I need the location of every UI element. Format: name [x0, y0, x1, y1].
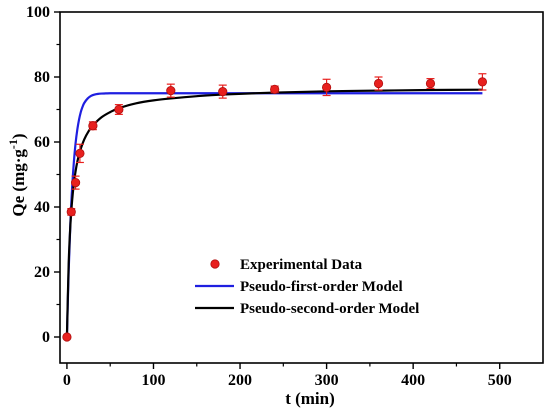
series-1-curve: [65, 92, 483, 338]
x-axis-title: t (min): [285, 389, 335, 408]
legend: Experimental Data Pseudo-first-order Mod…: [195, 257, 419, 317]
series-2-curve: [65, 88, 483, 338]
legend-entry-first-order: Pseudo-first-order Model: [195, 279, 403, 295]
legend-entry-experimental: Experimental Data: [210, 257, 363, 273]
data-point-1: [66, 207, 76, 217]
x-tick-label-0: 0: [63, 372, 71, 389]
x-tick-label-300: 300: [315, 372, 339, 389]
data-point-11: [425, 78, 436, 89]
legend-entry-second-order: Pseudo-second-order Model: [195, 301, 419, 317]
plot-area: [62, 73, 488, 342]
y-tick-label-0: 0: [42, 329, 50, 346]
y-axis-title: Qe (mg·g-1): [6, 133, 28, 216]
data-point-12: [477, 77, 488, 87]
y-axis-title-main: Qe (mg·g: [9, 149, 28, 217]
y-axis-title-close: ): [9, 133, 28, 139]
data-point-10: [373, 78, 384, 89]
y-tick-label-80: 80: [34, 69, 50, 86]
legend-marker-experimental: [210, 259, 220, 269]
legend-label-first-order: Pseudo-first-order Model: [240, 279, 403, 295]
y-tick-label-60: 60: [34, 134, 50, 151]
data-point-5: [114, 104, 124, 115]
data-point-3: [75, 148, 85, 158]
data-point-7: [218, 87, 228, 97]
x-tick-label-400: 400: [401, 372, 425, 389]
legend-label-experimental: Experimental Data: [240, 257, 363, 273]
plot-frame: [59, 11, 544, 364]
legend-label-second-order: Pseudo-second-order Model: [240, 301, 419, 317]
data-point-0: [62, 332, 72, 342]
data-point-2: [70, 178, 81, 188]
y-axis-title-superscript: -1: [6, 139, 20, 149]
y-tick-label-100: 100: [26, 4, 50, 21]
x-tick-label-500: 500: [488, 372, 512, 389]
data-point-6: [166, 86, 176, 96]
axes: 0 100 200 300 400 500 0 20 40 60 80 100: [26, 4, 544, 389]
x-tick-label-100: 100: [141, 372, 165, 389]
data-point-4: [88, 121, 98, 131]
data-point-9: [322, 82, 332, 93]
y-tick-label-20: 20: [34, 264, 50, 281]
y-tick-label-40: 40: [34, 199, 50, 216]
x-tick-label-200: 200: [228, 372, 252, 389]
data-point-8: [270, 84, 280, 94]
